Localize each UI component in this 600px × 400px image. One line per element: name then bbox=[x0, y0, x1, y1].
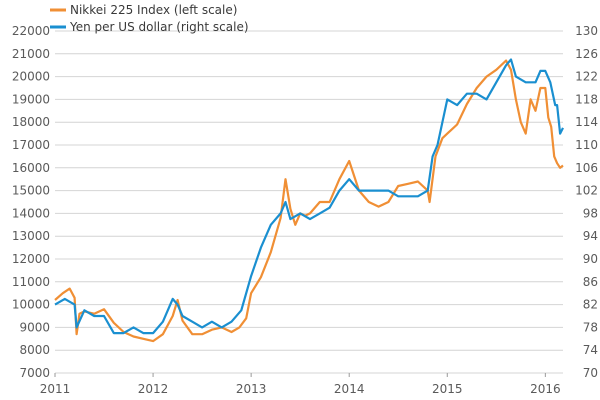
right-tick-label: 122 bbox=[575, 70, 598, 84]
series-line-nikkei bbox=[54, 59, 564, 343]
left-tick-label: 22000 bbox=[12, 24, 50, 38]
x-tick-label: 2013 bbox=[236, 382, 267, 396]
right-tick-label: 126 bbox=[575, 47, 598, 61]
right-tick-label: 110 bbox=[575, 138, 598, 152]
right-tick-label: 98 bbox=[583, 206, 598, 220]
left-tick-label: 10000 bbox=[12, 298, 50, 312]
left-tick-label: 8000 bbox=[19, 343, 50, 357]
right-tick-label: 74 bbox=[583, 343, 598, 357]
left-tick-label: 7000 bbox=[19, 366, 50, 380]
x-tick-label: 2012 bbox=[138, 382, 169, 396]
right-tick-label: 82 bbox=[583, 298, 598, 312]
legend-label-nikkei: Nikkei 225 Index (left scale) bbox=[70, 3, 237, 17]
x-tick-label: 2015 bbox=[432, 382, 463, 396]
left-tick-label: 21000 bbox=[12, 47, 50, 61]
x-tick-label: 2011 bbox=[40, 382, 71, 396]
left-tick-label: 19000 bbox=[12, 92, 50, 106]
right-tick-label: 118 bbox=[575, 92, 598, 106]
left-tick-label: 14000 bbox=[12, 206, 50, 220]
right-tick-label: 114 bbox=[575, 115, 598, 129]
right-tick-label: 70 bbox=[583, 366, 598, 380]
series-lines bbox=[54, 58, 564, 343]
left-tick-label: 9000 bbox=[19, 320, 50, 334]
left-tick-label: 20000 bbox=[12, 70, 50, 84]
right-axis-ticks: 70 74 78 82 86 90 94 98 102 106 110 114 118 122 126 130 bbox=[575, 24, 598, 380]
x-tick-label: 2014 bbox=[334, 382, 365, 396]
left-tick-label: 13000 bbox=[12, 229, 50, 243]
right-tick-label: 102 bbox=[575, 184, 598, 198]
legend: Nikkei 225 Index (left scale) Yen per US… bbox=[50, 3, 249, 34]
left-tick-label: 18000 bbox=[12, 115, 50, 129]
right-tick-label: 86 bbox=[583, 275, 598, 289]
right-tick-label: 94 bbox=[583, 229, 598, 243]
gridlines bbox=[55, 30, 563, 374]
left-tick-label: 15000 bbox=[12, 184, 50, 198]
left-axis-ticks: 7000 8000 9000 10000 11000 12000 13000 14000 150… bbox=[12, 24, 50, 380]
left-tick-label: 12000 bbox=[12, 252, 50, 266]
right-tick-label: 106 bbox=[575, 161, 598, 175]
left-tick-label: 17000 bbox=[12, 138, 50, 152]
right-tick-label: 78 bbox=[583, 320, 598, 334]
x-tick-label: 2016 bbox=[530, 382, 561, 396]
right-tick-label: 130 bbox=[575, 24, 598, 38]
series-line-yen bbox=[54, 58, 564, 335]
right-tick-label: 90 bbox=[583, 252, 598, 266]
x-axis-ticks: 2011 2012 2013 2014 2015 2016 bbox=[40, 373, 561, 396]
left-tick-label: 11000 bbox=[12, 275, 50, 289]
left-tick-label: 16000 bbox=[12, 161, 50, 175]
legend-label-yen: Yen per US dollar (right scale) bbox=[69, 20, 249, 34]
